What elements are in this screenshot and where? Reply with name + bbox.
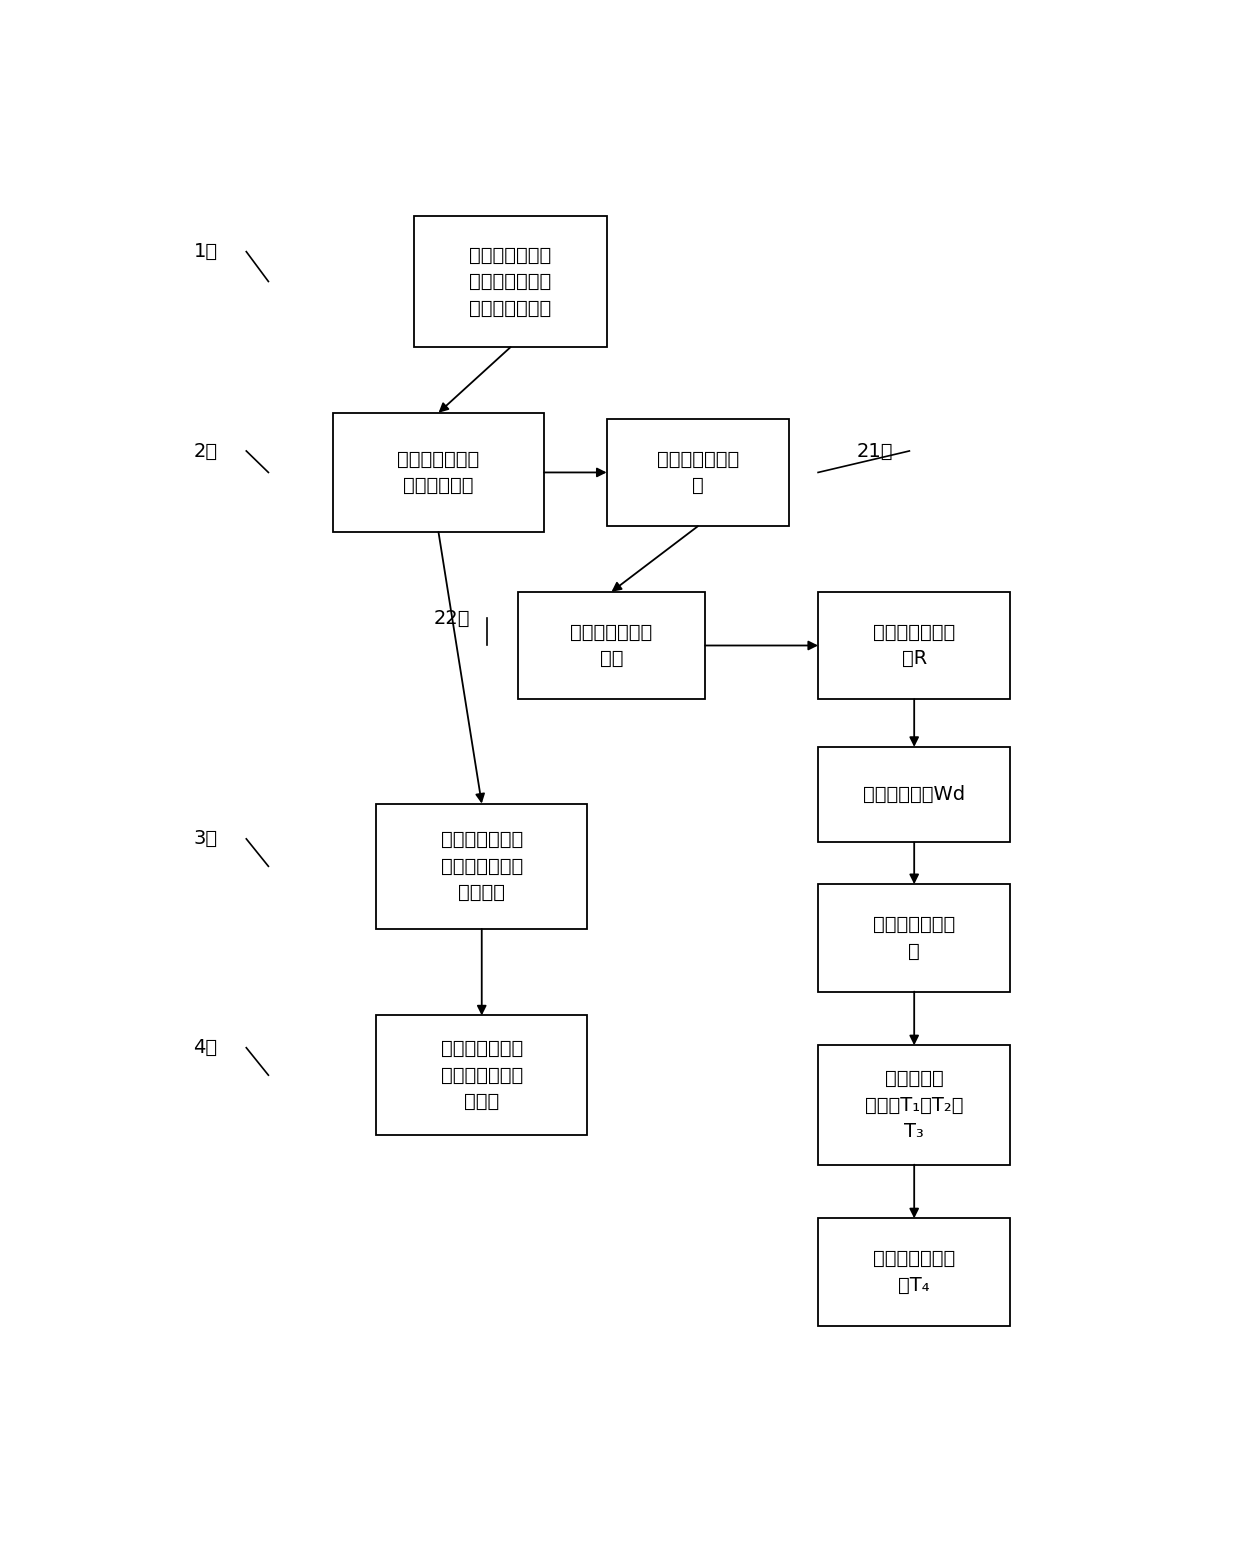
Text: 计算导体交流电
阻R: 计算导体交流电 阻R (873, 623, 955, 668)
Bar (818, 883, 1011, 992)
Bar (606, 418, 789, 525)
Bar (376, 803, 588, 928)
Text: 建立电缆发热模
型: 建立电缆发热模 型 (657, 449, 739, 494)
Bar (414, 215, 606, 347)
Text: 建立电缆隧道热
场的数学模型: 建立电缆隧道热 场的数学模型 (397, 449, 480, 494)
Bar (818, 1045, 1011, 1164)
Text: 计算电缆外部热
阻T₄: 计算电缆外部热 阻T₄ (873, 1249, 955, 1294)
Bar (818, 747, 1011, 843)
Bar (818, 1218, 1011, 1325)
Text: 电缆隧道勘察，
获取电缆隧道各
组成部分的参数: 电缆隧道勘察， 获取电缆隧道各 组成部分的参数 (470, 245, 552, 318)
Text: 21）: 21） (857, 442, 893, 460)
Bar (518, 592, 706, 699)
Text: 根据数学模型计
算出该电缆隧道
的发热量: 根据数学模型计 算出该电缆隧道 的发热量 (440, 831, 523, 902)
Text: 设计该电力隧道
的通风方式和通
风系统: 设计该电力隧道 的通风方式和通 风系统 (440, 1038, 523, 1111)
Text: 计算金属屏蔽损
耗: 计算金属屏蔽损 耗 (873, 914, 955, 961)
Text: 4）: 4） (193, 1038, 217, 1057)
Bar (332, 412, 544, 532)
Text: 计算电缆内
部热阻T₁、T₂、
T₃: 计算电缆内 部热阻T₁、T₂、 T₃ (866, 1070, 963, 1141)
Bar (376, 1015, 588, 1135)
Text: 建立电缆热损耗
模型: 建立电缆热损耗 模型 (570, 623, 652, 668)
Text: 2）: 2） (193, 442, 217, 460)
Bar (818, 592, 1011, 699)
Text: 3）: 3） (193, 829, 217, 848)
Text: 22）: 22） (434, 609, 470, 628)
Text: 计算介质损耗Wd: 计算介质损耗Wd (863, 786, 965, 804)
Text: 1）: 1） (193, 242, 217, 260)
